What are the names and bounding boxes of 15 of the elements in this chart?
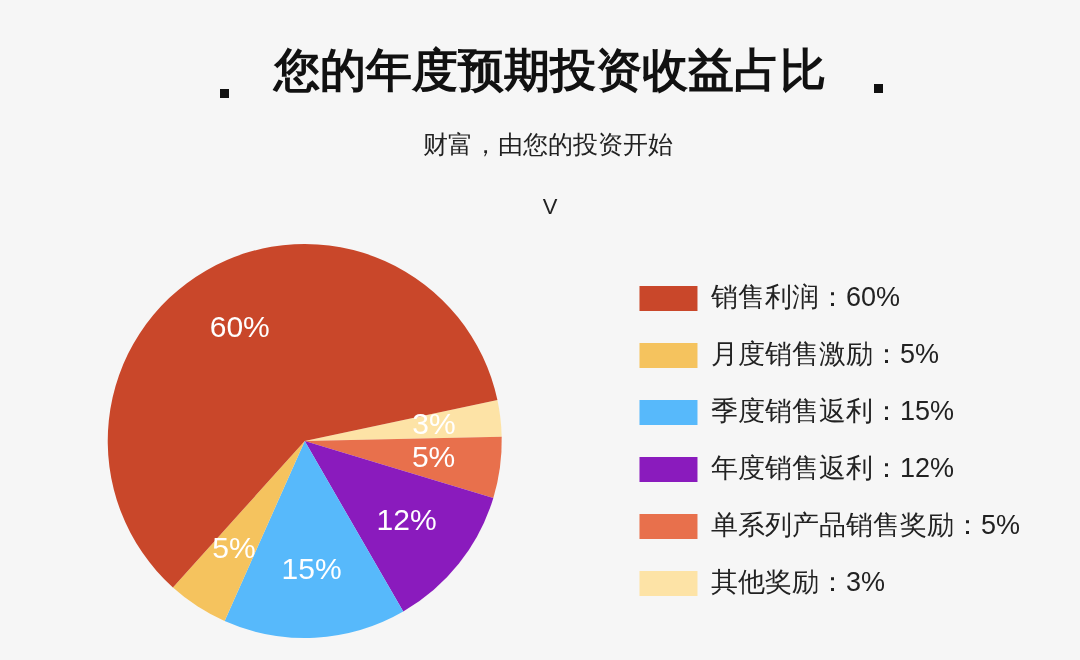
legend-label: 季度销售返利：15% bbox=[710, 395, 955, 426]
legend-label: 其他奖励：3% bbox=[710, 566, 886, 597]
chart-title: 您的年度预期投资收益占比 bbox=[272, 43, 827, 98]
data-label: 15% bbox=[281, 552, 342, 586]
data-label: 12% bbox=[376, 503, 437, 537]
legend-label: 销售利润：60% bbox=[709, 281, 901, 312]
data-label: 5% bbox=[212, 531, 256, 565]
data-label: 3% bbox=[412, 407, 456, 441]
legend-label: 月度销售激励：5% bbox=[710, 338, 940, 369]
legend-label: 年度销售返利：12% bbox=[710, 452, 955, 483]
text: V bbox=[541, 194, 559, 220]
data-label: 60% bbox=[209, 309, 270, 343]
data-label: 5% bbox=[411, 439, 456, 473]
legend-label: 单系列产品销售奖励：5% bbox=[710, 509, 1021, 540]
chart-subtitle: 财富，由您的投资开始 bbox=[422, 129, 674, 160]
